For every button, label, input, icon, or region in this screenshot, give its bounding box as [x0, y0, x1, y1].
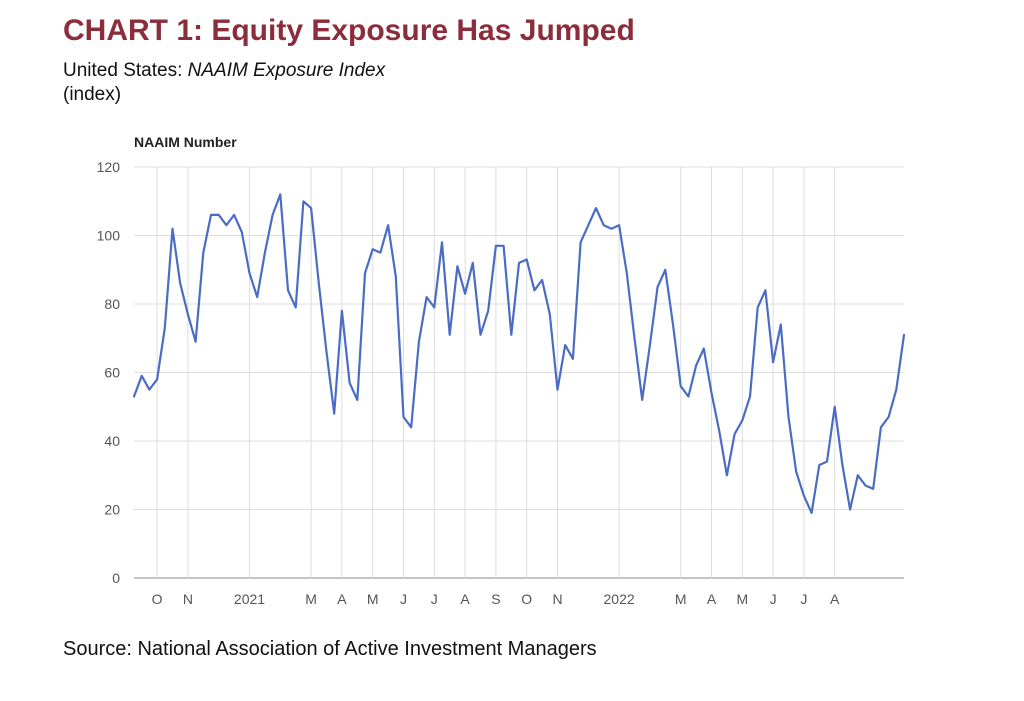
x-tick-label: N [183, 591, 193, 607]
subtitle-index-name: NAAIM Exposure Index [187, 60, 386, 81]
x-tick-label: M [675, 591, 687, 607]
x-tick-label: A [337, 591, 347, 607]
source-note: Source: National Association of Active I… [63, 638, 597, 660]
line-chart: 0 20 40 60 80 100 120 O N 2021 M A M J J A S O N 2022 M A M J J A… [97, 134, 906, 607]
x-tick-label: J [400, 591, 407, 607]
x-tick-label: M [367, 591, 379, 607]
y-tick-label: 20 [104, 502, 120, 518]
chart-unit: (index) [63, 84, 122, 105]
naaim-exposure-line [132, 193, 906, 515]
chart-subtitle: United States: NAAIM Exposure Index [63, 60, 385, 82]
x-tick-label: 2022 [604, 591, 635, 607]
y-tick-label: 40 [104, 433, 120, 449]
x-tick-label: J [770, 591, 777, 607]
y-axis-label: NAAIM Number [134, 134, 237, 150]
x-tick-label: A [830, 591, 840, 607]
subtitle-prefix: United States: [63, 60, 188, 81]
y-tick-label: 100 [97, 228, 121, 244]
y-tick-label: 120 [97, 159, 121, 175]
x-tick-label: A [460, 591, 470, 607]
x-tick-label: J [431, 591, 438, 607]
y-tick-label: 60 [104, 365, 120, 381]
y-tick-label: 0 [112, 570, 120, 586]
x-tick-label: J [800, 591, 807, 607]
chart-title: CHART 1: Equity Exposure Has Jumped [63, 14, 635, 47]
x-tick-label: 2021 [234, 591, 265, 607]
x-tick-label: M [736, 591, 748, 607]
x-tick-label: O [521, 591, 532, 607]
x-tick-label: M [305, 591, 317, 607]
x-tick-label: O [152, 591, 163, 607]
x-tick-label: A [707, 591, 717, 607]
y-tick-label: 80 [104, 296, 120, 312]
x-tick-label: N [552, 591, 562, 607]
x-tick-label: S [491, 591, 500, 607]
